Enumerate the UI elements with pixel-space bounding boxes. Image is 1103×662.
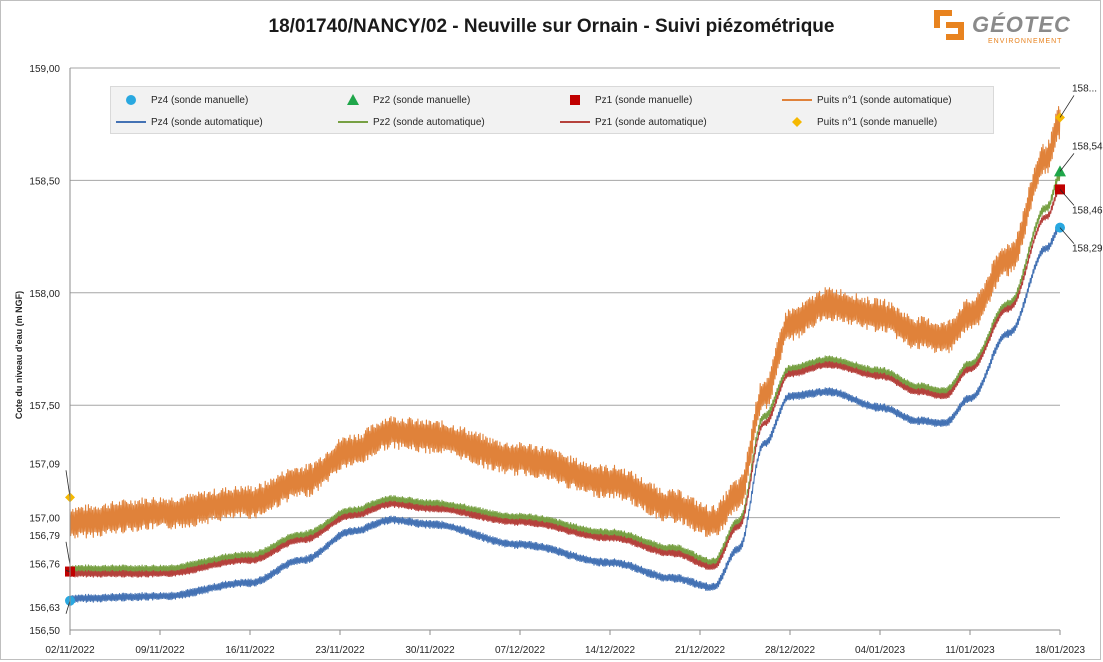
series-line <box>69 186 1061 578</box>
x-tick-label: 30/11/2022 <box>405 645 455 656</box>
series-layer <box>69 106 1061 603</box>
data-point <box>570 95 580 105</box>
label-leader <box>65 470 71 498</box>
geotec-logo-mark-icon <box>934 10 964 40</box>
x-tick-label: 21/12/2022 <box>675 645 725 656</box>
series-line <box>69 106 1061 539</box>
legend-item: Pz1 (sonde automatique) <box>555 111 777 133</box>
x-tick-label: 11/01/2023 <box>945 645 995 656</box>
data-point <box>347 94 359 105</box>
legend-marker <box>126 95 136 105</box>
label-leader <box>65 541 71 565</box>
data-label: 156,63 <box>29 603 60 614</box>
legend-item: Pz1 (sonde manuelle) <box>555 89 777 111</box>
x-tick-label: 09/11/2022 <box>135 645 185 656</box>
legend-symbol <box>555 94 595 106</box>
y-tick-label: 157,00 <box>29 514 60 525</box>
data-point <box>126 95 136 105</box>
x-tick-label: 07/12/2022 <box>495 645 545 656</box>
legend-symbol <box>777 116 817 128</box>
y-tick-label: 159,00 <box>29 64 60 75</box>
data-label: 157,09 <box>29 459 60 470</box>
chart-legend: Pz4 (sonde manuelle) Pz2 (sonde manuelle)… <box>110 86 994 134</box>
series-line <box>69 223 1061 603</box>
legend-symbol <box>111 94 151 106</box>
legend-marker <box>570 95 580 105</box>
y-axis-label: Cote du niveau d'eau (m NGF) <box>14 291 24 419</box>
data-point <box>792 117 802 127</box>
legend-label: Pz4 (sonde automatique) <box>151 116 263 128</box>
data-label: 158,29 <box>1072 244 1103 255</box>
axes: 156,50 157,00 157,50 158,00 158,50 159,00 02/1… <box>29 64 1085 656</box>
legend-line <box>560 121 590 123</box>
legend-item: Pz4 (sonde automatique) <box>111 111 333 133</box>
legend-line <box>782 99 812 101</box>
legend-marker <box>347 94 359 105</box>
logo-name: GÉOTEC <box>972 12 1071 37</box>
legend-item: Pz2 (sonde manuelle) <box>333 89 555 111</box>
markers-layer: 158,29 158,54 158,46 158... 157,09 156,79 156,… <box>29 83 1103 614</box>
legend-line <box>338 121 368 123</box>
label-leader <box>1059 95 1075 118</box>
data-label: 158,54 <box>1072 141 1103 152</box>
x-tick-label: 23/11/2022 <box>315 645 365 656</box>
legend-symbol <box>333 94 373 106</box>
y-tick-label: 158,50 <box>29 176 60 187</box>
legend-item: Puits n°1 (sonde manuelle) <box>777 111 995 133</box>
legend-line <box>116 121 146 123</box>
legend-symbol <box>777 94 817 106</box>
label-leader <box>1059 153 1075 172</box>
legend-label: Pz1 (sonde automatique) <box>595 116 707 128</box>
x-tick-label: 16/11/2022 <box>225 645 275 656</box>
legend-symbol <box>555 116 595 128</box>
data-label: 158,46 <box>1072 205 1103 216</box>
legend-item: Pz2 (sonde automatique) <box>333 111 555 133</box>
y-tick-label: 156,50 <box>29 626 60 637</box>
label-leader <box>1059 227 1075 244</box>
legend-marker <box>792 117 802 127</box>
label-leader <box>1059 189 1075 206</box>
logo-subtitle: ENVIRONNEMENT <box>988 38 1063 45</box>
legend-label: Pz2 (sonde automatique) <box>373 116 485 128</box>
label-leader <box>65 570 71 572</box>
y-tick-label: 158,00 <box>29 289 60 300</box>
data-label: 158... <box>1072 83 1097 94</box>
legend-symbol <box>333 116 373 128</box>
data-label: 156,79 <box>29 531 60 542</box>
legend-label: Puits n°1 (sonde automatique) <box>817 94 952 106</box>
legend-item: Puits n°1 (sonde automatique) <box>777 89 995 111</box>
legend-label: Pz2 (sonde manuelle) <box>373 94 471 106</box>
legend-label: Puits n°1 (sonde manuelle) <box>817 116 938 128</box>
label-leader <box>65 600 71 614</box>
x-tick-label: 28/12/2022 <box>765 645 815 656</box>
legend-symbol <box>111 116 151 128</box>
data-label: 156,76 <box>29 560 60 571</box>
chart-title: 18/01740/NANCY/02 - Neuville sur Ornain … <box>268 16 835 37</box>
geotec-logo: GÉOTEC ENVIRONNEMENT <box>930 6 1095 50</box>
gridlines <box>70 67 1060 631</box>
legend-label: Pz4 (sonde manuelle) <box>151 94 249 106</box>
x-tick-label: 02/11/2022 <box>45 645 95 656</box>
legend-label: Pz1 (sonde manuelle) <box>595 94 693 106</box>
x-tick-label: 14/12/2022 <box>585 645 635 656</box>
x-tick-label: 18/01/2023 <box>1035 645 1085 656</box>
y-tick-label: 157,50 <box>29 401 60 412</box>
x-tick-label: 04/01/2023 <box>855 645 905 656</box>
legend-item: Pz4 (sonde manuelle) <box>111 89 333 111</box>
